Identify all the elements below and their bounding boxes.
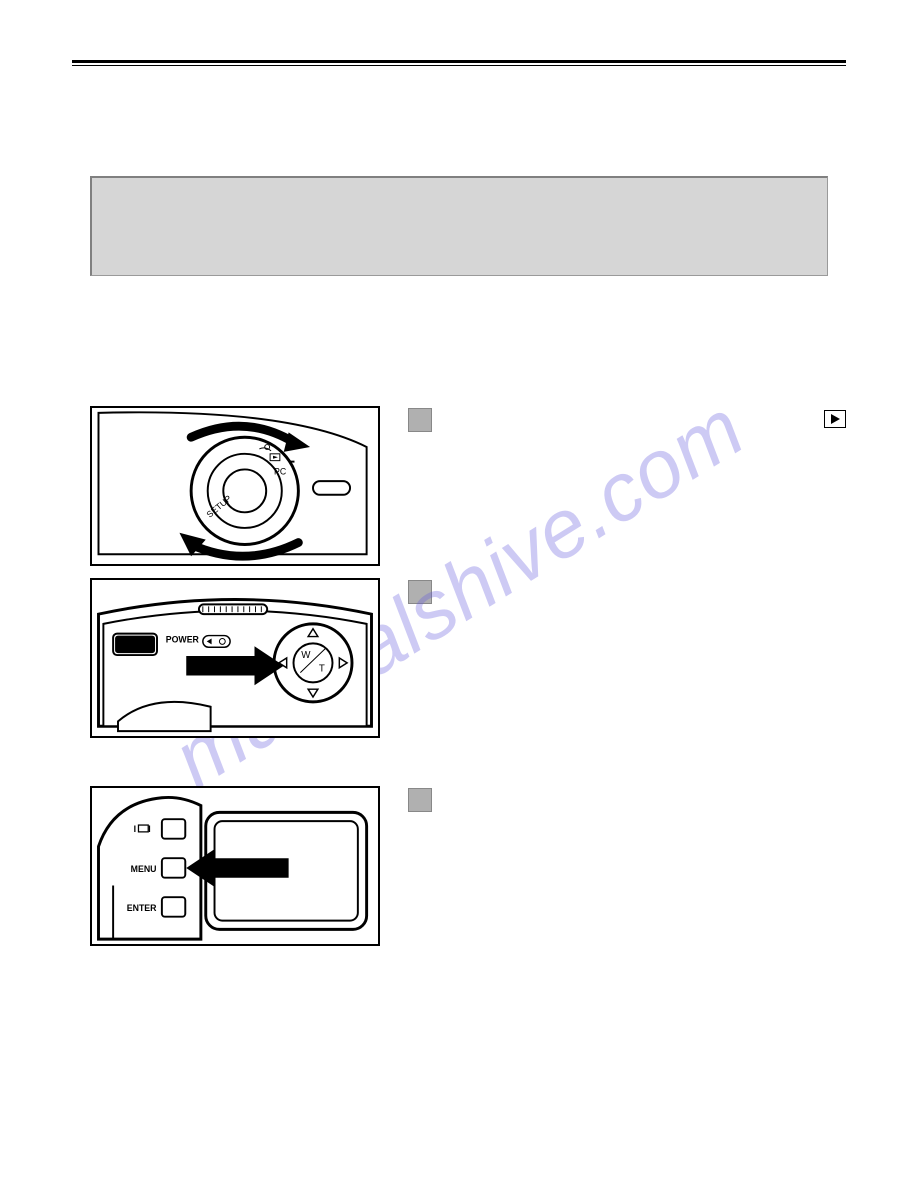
step-row: I I MENU ENTER [90,786,846,946]
step-number-box [408,408,432,432]
steps-list: PC SETUP [90,406,846,946]
page-container: PC SETUP [0,0,918,998]
step-image-cell: PC SETUP [90,406,380,566]
step-row: POWER W T [90,578,846,738]
title-divider [72,60,846,66]
step-row: PC SETUP [90,406,846,566]
step-image-cell: POWER W T [90,578,380,738]
spacer [90,750,846,786]
spacer [72,76,846,176]
step-text [380,406,446,432]
dpad-illustration: POWER W T [90,578,380,738]
step-text [380,786,432,812]
step-number-box [408,580,432,604]
label-t: T [319,664,325,675]
label-power: POWER [166,634,200,644]
divider-thick [72,60,846,63]
mode-dial-illustration: PC SETUP [90,406,380,566]
svg-text:I: I [148,824,150,834]
step-number-box [408,788,432,812]
menu-button-illustration: I I MENU ENTER [90,786,380,946]
divider-thin [72,65,846,66]
label-enter: ENTER [127,903,157,913]
step-text [380,578,432,604]
svg-text:I: I [134,824,136,834]
trailing-icon-cell [818,406,846,428]
label-pc: PC [274,466,286,476]
info-callout-box [90,176,828,276]
label-w: W [301,650,311,661]
spacer [72,276,846,406]
step-image-cell: I I MENU ENTER [90,786,380,946]
label-menu: MENU [131,864,157,874]
play-icon [824,410,846,428]
